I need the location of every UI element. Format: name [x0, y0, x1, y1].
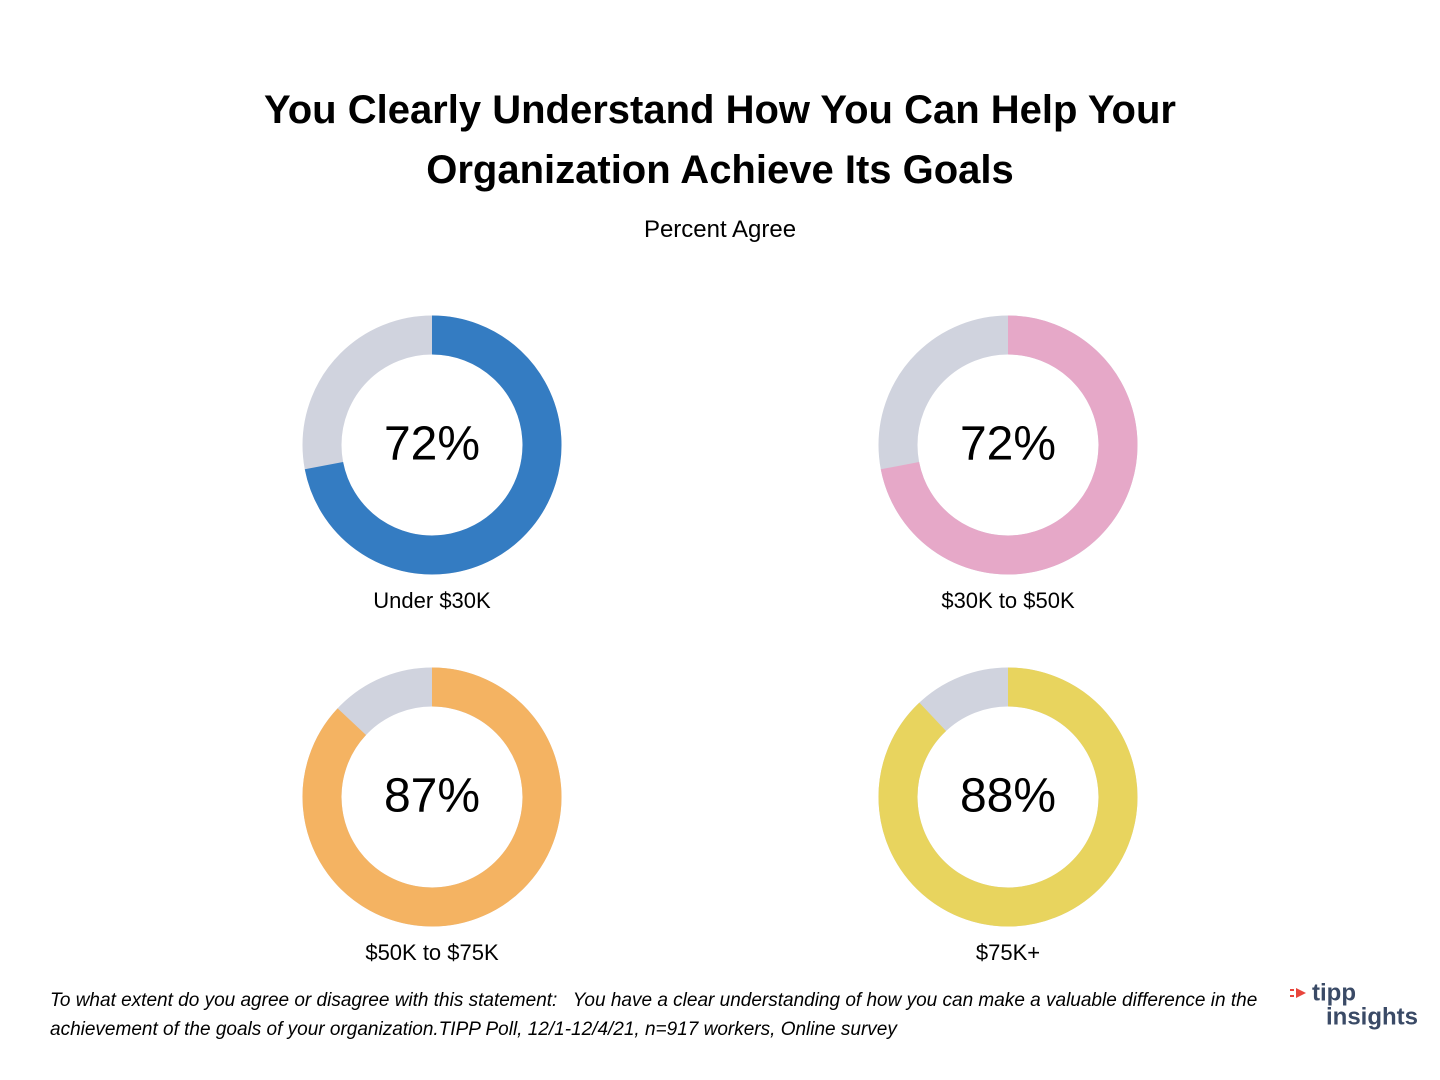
chart: 72% Under $30K 72% $30K to $50K 87% $50K to $…: [302, 315, 1138, 965]
donut-segment: [302, 667, 562, 927]
logo-icon: [1296, 988, 1306, 998]
footnote: To what extent do you agree or disagree …: [50, 990, 1263, 1040]
value-label: 72%: [960, 418, 1056, 471]
category-label: $50K to $75K: [365, 940, 499, 965]
logo-text: insights: [1326, 1003, 1418, 1030]
category-label: Under $30K: [373, 588, 491, 613]
logo: tipp insights: [1290, 980, 1418, 1030]
donut-segment: [304, 315, 562, 575]
category-label: $75K+: [976, 940, 1040, 965]
chart-title: You Clearly Understand How You Can Help …: [264, 88, 1176, 192]
donut-segment: [880, 315, 1138, 575]
value-label: 88%: [960, 770, 1056, 823]
category-label: $30K to $50K: [941, 588, 1075, 613]
donut-segment: [878, 667, 1138, 927]
value-label: 72%: [384, 418, 480, 471]
chart-subtitle: Percent Agree: [643, 216, 797, 243]
value-label: 87%: [384, 770, 480, 823]
logo-text: tipp: [1312, 980, 1356, 1006]
